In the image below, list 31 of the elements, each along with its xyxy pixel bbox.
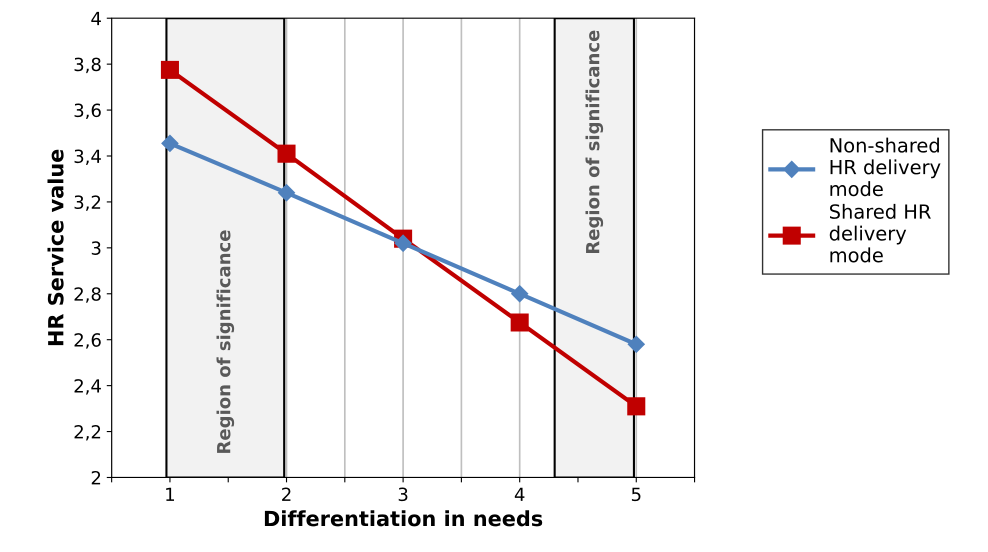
point [510,313,529,332]
x-axis-title: Differentiation in needs [264,510,542,526]
point [511,285,528,302]
y-tick-label: 2 [92,470,100,484]
point [160,60,179,79]
y-axis-title: HR Service value [47,150,64,346]
y-tick-label: 3 [92,241,100,255]
y-tick-label: 3,4 [74,149,101,165]
legend-label: Non-shared HR delivery mode [830,138,941,196]
x-tick-label: 5 [632,488,640,502]
y-tick-label: 2,4 [74,379,101,395]
point [628,336,645,353]
y-tick-label: 3,2 [74,195,100,211]
x-tick-label: 1 [166,488,174,501]
y-tick-label: 4 [91,12,101,26]
band-label: Region of significance [585,30,604,254]
point [627,397,646,416]
y-tick-label: 2,8 [74,287,101,303]
y-tick-label: 2,2 [74,425,100,441]
x-tick-label: 4 [514,488,524,501]
point [277,144,296,163]
y-tick-label: 3,6 [74,104,101,120]
y-tick-label: 2,6 [74,333,101,349]
y-tick-label: 3,8 [74,58,101,74]
x-tick-label: 3 [398,488,408,502]
legend-label: Shared HR delivery mode [830,204,931,262]
point [394,234,412,252]
point [161,134,178,152]
band-label: Region of significance [216,230,234,453]
x-tick-label: 2 [282,488,290,501]
point [278,184,296,202]
